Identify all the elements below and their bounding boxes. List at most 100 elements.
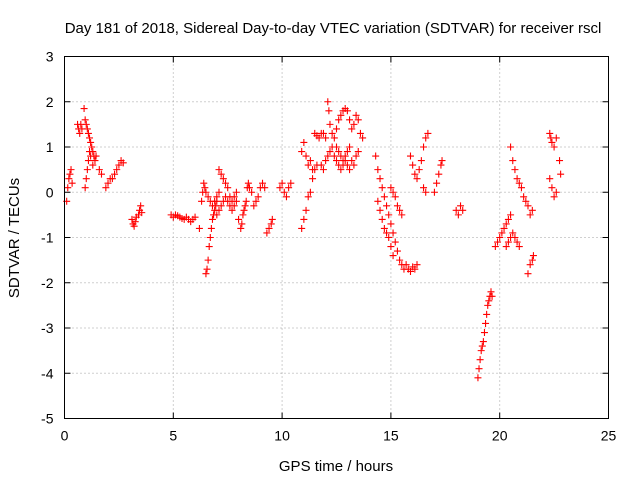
data-point — [552, 188, 560, 196]
data-point — [438, 157, 446, 165]
data-point — [86, 148, 94, 156]
data-point — [205, 243, 213, 251]
data-point — [208, 202, 216, 210]
data-point — [328, 129, 336, 137]
data-point — [138, 209, 146, 217]
data-point — [76, 129, 84, 137]
data-point — [477, 347, 485, 355]
data-point — [300, 138, 308, 146]
data-point — [235, 215, 243, 223]
data-point — [309, 175, 317, 183]
data-point — [91, 157, 99, 165]
data-point — [502, 220, 510, 228]
data-point — [195, 224, 203, 232]
data-point — [230, 202, 238, 210]
data-point — [325, 107, 333, 115]
data-point — [276, 184, 284, 192]
data-point — [315, 134, 323, 142]
y-tick-label: -1 — [41, 230, 54, 246]
data-point — [82, 120, 90, 128]
data-point — [242, 197, 250, 205]
data-point — [520, 193, 528, 201]
data-point — [346, 116, 354, 124]
data-point — [237, 224, 245, 232]
data-point — [83, 125, 91, 133]
data-point — [387, 184, 395, 192]
data-point — [319, 166, 327, 174]
data-point — [137, 202, 145, 210]
data-point — [202, 270, 210, 278]
data-point — [487, 288, 495, 296]
data-point — [479, 338, 487, 346]
data-point — [383, 202, 391, 210]
data-point — [215, 166, 223, 174]
data-point — [326, 120, 334, 128]
data-point — [201, 184, 209, 192]
data-point — [324, 152, 332, 160]
data-point — [80, 105, 88, 113]
data-point — [207, 224, 215, 232]
data-point — [82, 175, 90, 183]
data-point — [356, 129, 364, 137]
data-point — [474, 374, 482, 382]
data-point — [513, 175, 521, 183]
data-point — [104, 179, 112, 187]
y-tick-label: 3 — [46, 49, 54, 65]
data-point — [526, 261, 534, 269]
data-point — [391, 238, 399, 246]
data-point — [304, 161, 312, 169]
data-point — [191, 213, 199, 221]
data-point — [322, 157, 330, 165]
data-point — [476, 356, 484, 364]
data-point — [488, 292, 496, 300]
data-point — [411, 265, 419, 273]
x-tick-label: 15 — [383, 428, 399, 444]
data-point — [304, 193, 312, 201]
data-point — [411, 170, 419, 178]
data-point — [385, 211, 393, 219]
data-point — [413, 261, 421, 269]
data-point — [491, 243, 499, 251]
data-point — [550, 143, 558, 151]
data-point — [333, 143, 340, 151]
data-point — [213, 211, 221, 219]
chart-title: Day 181 of 2018, Sidereal Day-to-day VTE… — [65, 20, 602, 37]
data-point — [502, 243, 510, 251]
data-point — [511, 234, 519, 241]
data-point — [548, 184, 556, 192]
data-point — [374, 166, 382, 174]
data-point — [454, 211, 462, 219]
data-point — [417, 157, 425, 165]
data-point — [393, 202, 401, 210]
y-tick-label: 2 — [46, 94, 54, 110]
data-point — [115, 161, 123, 169]
data-point — [420, 184, 428, 192]
data-point — [556, 157, 564, 165]
data-point — [339, 157, 347, 165]
data-point — [232, 197, 240, 205]
data-point — [335, 148, 343, 156]
data-point — [383, 229, 391, 237]
y-tick-label: -5 — [41, 411, 54, 427]
data-point — [259, 179, 267, 187]
data-point — [524, 270, 532, 278]
data-point — [376, 175, 384, 183]
data-point — [452, 206, 460, 214]
data-point — [354, 148, 362, 156]
data-point — [222, 179, 230, 187]
data-point — [335, 116, 343, 124]
data-point — [239, 211, 247, 219]
data-point — [480, 329, 488, 337]
data-point — [202, 188, 210, 196]
x-tick-label: 20 — [492, 428, 508, 444]
data-point — [387, 220, 395, 228]
data-point — [267, 220, 275, 228]
data-point — [245, 184, 253, 192]
data-point — [282, 193, 290, 201]
data-point — [230, 193, 238, 201]
data-point — [389, 188, 397, 196]
data-point — [380, 193, 388, 201]
data-point — [64, 184, 72, 192]
data-point — [219, 175, 227, 183]
data-point — [528, 256, 536, 264]
